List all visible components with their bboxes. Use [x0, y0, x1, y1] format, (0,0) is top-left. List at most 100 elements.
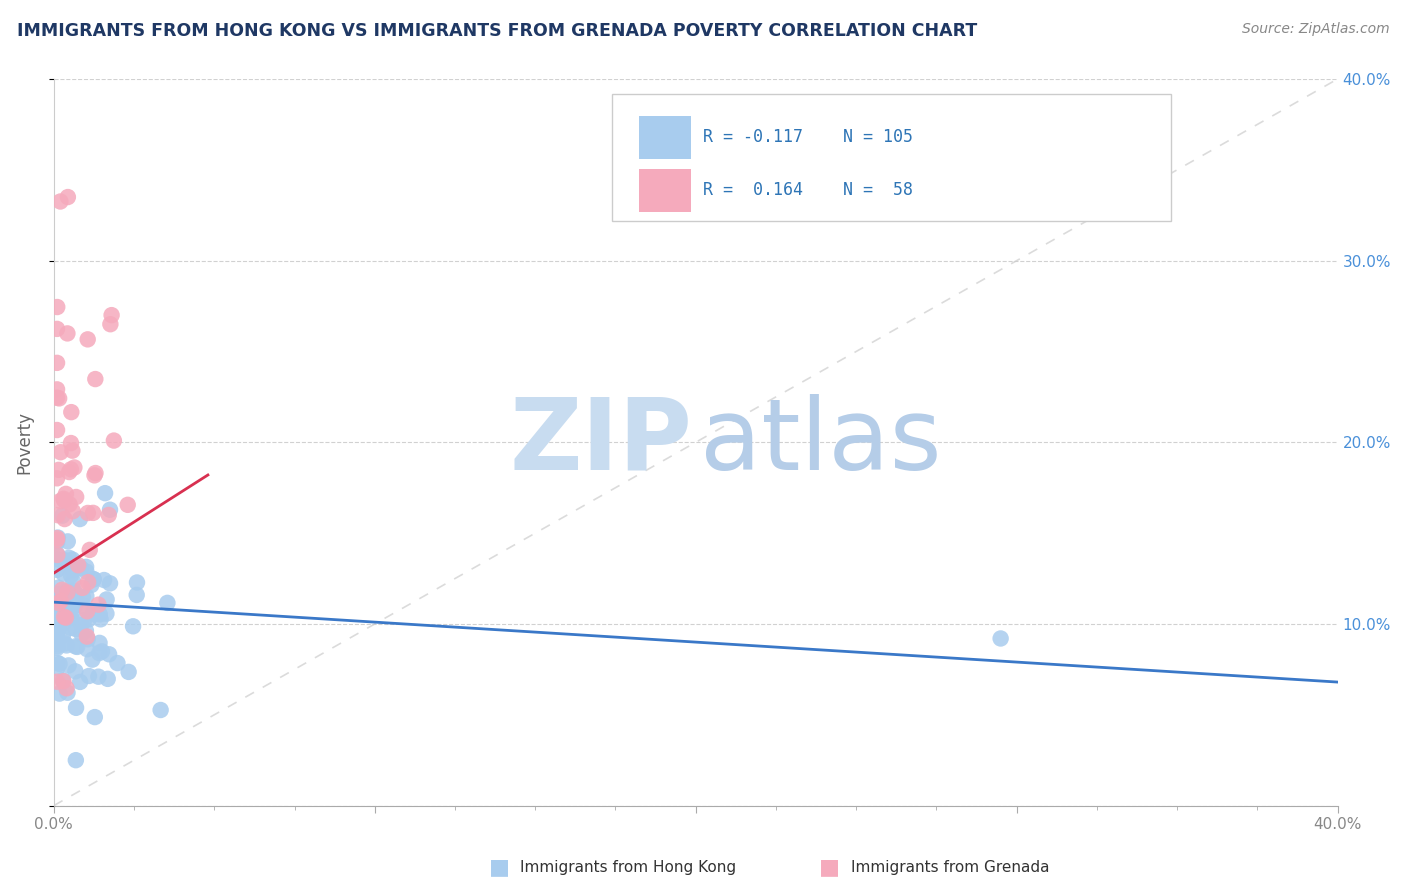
Point — [69, 512, 91, 526]
Point — [122, 619, 145, 633]
Point — [93, 573, 115, 587]
Point — [75, 560, 97, 574]
Point — [48, 687, 70, 701]
Point — [89, 646, 111, 660]
Point — [72, 599, 94, 613]
Point — [72, 590, 94, 604]
Point — [70, 618, 93, 632]
Point — [98, 576, 121, 591]
Point — [67, 558, 90, 573]
Text: Immigrants from Hong Kong: Immigrants from Hong Kong — [520, 860, 737, 874]
Point — [65, 640, 87, 654]
Point — [83, 607, 105, 621]
Point — [49, 194, 72, 209]
Point — [65, 665, 87, 679]
Point — [46, 300, 69, 314]
Point — [87, 670, 110, 684]
Text: IMMIGRANTS FROM HONG KONG VS IMMIGRANTS FROM GRENADA POVERTY CORRELATION CHART: IMMIGRANTS FROM HONG KONG VS IMMIGRANTS … — [17, 22, 977, 40]
Point — [84, 372, 107, 386]
Point — [46, 547, 69, 561]
Point — [62, 504, 84, 518]
Point — [117, 498, 139, 512]
Point — [48, 463, 70, 477]
Point — [79, 542, 101, 557]
Point — [46, 581, 69, 595]
Point — [52, 616, 75, 631]
Point — [70, 561, 93, 575]
Point — [60, 405, 83, 419]
Point — [107, 656, 129, 670]
Point — [117, 665, 139, 679]
Point — [59, 462, 82, 476]
Point — [49, 596, 72, 610]
Point — [77, 575, 100, 590]
Point — [46, 634, 69, 648]
Point — [49, 445, 72, 459]
Point — [53, 512, 76, 526]
Point — [77, 669, 100, 683]
Point — [46, 322, 69, 336]
Point — [55, 583, 77, 598]
Point — [62, 574, 84, 589]
Point — [66, 640, 89, 654]
Point — [76, 332, 98, 346]
Point — [82, 653, 104, 667]
Point — [59, 436, 82, 450]
Point — [53, 493, 76, 508]
Text: ZIP: ZIP — [509, 393, 692, 491]
Point — [76, 632, 98, 647]
Point — [58, 550, 80, 565]
Point — [46, 531, 69, 545]
Point — [46, 356, 69, 370]
Point — [60, 590, 83, 604]
Point — [56, 190, 79, 204]
Point — [98, 648, 121, 662]
Point — [83, 468, 105, 483]
Point — [65, 622, 87, 636]
Point — [82, 605, 104, 619]
Point — [76, 642, 98, 657]
Point — [48, 657, 70, 671]
Point — [46, 535, 69, 549]
Point — [72, 581, 94, 595]
Point — [96, 607, 118, 621]
Point — [76, 506, 98, 520]
Point — [58, 465, 80, 479]
Point — [52, 673, 75, 688]
Point — [65, 753, 87, 767]
Point — [94, 486, 117, 500]
Point — [58, 497, 80, 511]
Point — [91, 644, 114, 658]
Point — [100, 308, 122, 322]
Point — [62, 563, 84, 577]
Point — [51, 508, 73, 523]
Point — [53, 636, 76, 650]
Point — [46, 471, 69, 485]
Point — [63, 583, 86, 598]
Point — [46, 563, 69, 577]
Point — [52, 491, 75, 506]
Point — [990, 632, 1012, 646]
Point — [46, 640, 69, 655]
Point — [62, 604, 84, 618]
Point — [83, 572, 105, 586]
Point — [103, 434, 125, 448]
Point — [49, 602, 72, 616]
Point — [56, 534, 79, 549]
Y-axis label: Poverty: Poverty — [15, 411, 32, 474]
Point — [75, 565, 97, 579]
Point — [49, 494, 72, 508]
Point — [53, 553, 76, 567]
Point — [46, 656, 69, 670]
Point — [46, 620, 69, 634]
Point — [46, 508, 69, 523]
Point — [90, 612, 112, 626]
Text: ■: ■ — [820, 857, 839, 877]
Point — [98, 502, 121, 516]
Point — [46, 531, 69, 545]
Point — [52, 674, 75, 689]
Point — [52, 566, 75, 581]
Point — [125, 575, 148, 590]
Point — [46, 616, 69, 631]
Point — [51, 602, 73, 616]
